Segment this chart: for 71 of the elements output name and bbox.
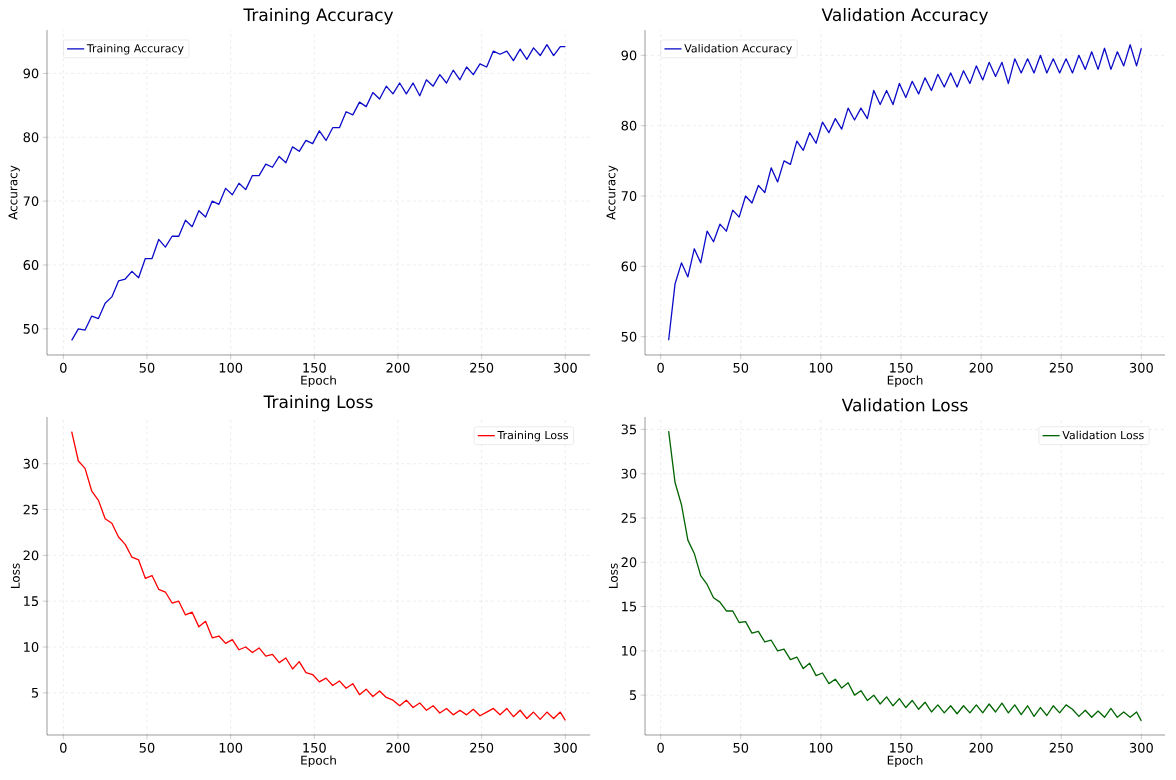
chart-title: Training Loss bbox=[263, 395, 373, 412]
x-axis-title: Epoch bbox=[887, 755, 923, 768]
x-tick-label: 100 bbox=[219, 362, 243, 373]
x-tick-label: 200 bbox=[969, 362, 993, 373]
legend-label: Training Loss bbox=[497, 430, 568, 442]
y-tick-label: 15 bbox=[24, 596, 39, 607]
chart-title: Validation Loss bbox=[841, 398, 968, 412]
y-tick-label: 80 bbox=[621, 120, 637, 131]
y-tick-label: 5 bbox=[31, 688, 39, 698]
x-tick-label: 150 bbox=[890, 362, 913, 373]
x-tick-label: 200 bbox=[386, 362, 410, 373]
y-tick-label: 25 bbox=[23, 504, 39, 515]
y-tick-label: 70 bbox=[23, 196, 39, 207]
y-tick-label: 10 bbox=[24, 642, 39, 652]
chart-title: Training Accuracy bbox=[243, 8, 394, 25]
x-tick-label: 0 bbox=[657, 362, 664, 373]
x-tick-label: 250 bbox=[470, 362, 494, 373]
y-tick-label: 25 bbox=[621, 513, 637, 523]
x-tick-label: 250 bbox=[1049, 362, 1073, 373]
x-axis-title: Epoch bbox=[301, 375, 336, 388]
x-tick-label: 300 bbox=[553, 362, 577, 373]
y-tick-label: 50 bbox=[23, 323, 39, 334]
line-series bbox=[667, 430, 1143, 722]
y-tick-label: 15 bbox=[622, 601, 637, 612]
x-tick-label: 100 bbox=[219, 742, 243, 753]
y-tick-label: 90 bbox=[621, 50, 637, 61]
y-tick-label: 80 bbox=[23, 132, 39, 143]
y-tick-label: 90 bbox=[23, 68, 39, 79]
x-tick-label: 0 bbox=[657, 742, 664, 753]
x-tick-label: 150 bbox=[890, 742, 913, 753]
x-tick-label: 50 bbox=[733, 742, 749, 753]
x-tick-label: 300 bbox=[553, 742, 577, 753]
x-tick-label: 250 bbox=[1049, 742, 1073, 753]
y-tick-label: 10 bbox=[622, 645, 637, 656]
x-tick-label: 0 bbox=[60, 742, 67, 753]
y-axis-title: Loss bbox=[10, 563, 20, 588]
x-tick-label: 200 bbox=[386, 742, 410, 753]
x-tick-label: 150 bbox=[303, 362, 326, 373]
y-axis-title: Loss bbox=[608, 563, 618, 588]
x-tick-label: 100 bbox=[809, 742, 833, 753]
y-tick-label: 30 bbox=[621, 468, 637, 479]
x-tick-label: 250 bbox=[470, 742, 494, 753]
y-tick-label: 20 bbox=[621, 557, 637, 568]
y-tick-label: 20 bbox=[23, 550, 39, 561]
y-tick-label: 5 bbox=[629, 690, 637, 700]
x-axis-title: Epoch bbox=[887, 375, 923, 388]
x-tick-label: 300 bbox=[1129, 742, 1153, 753]
y-tick-label: 50 bbox=[621, 331, 637, 342]
y-axis-title: Accuracy bbox=[8, 165, 20, 220]
y-tick-label: 60 bbox=[23, 260, 39, 270]
x-tick-label: 300 bbox=[1129, 362, 1153, 373]
y-tick-label: 60 bbox=[621, 261, 637, 272]
y-tick-label: 30 bbox=[23, 458, 39, 469]
x-axis-title: Epoch bbox=[301, 755, 336, 768]
x-tick-label: 50 bbox=[139, 362, 155, 373]
x-tick-label: 0 bbox=[60, 362, 67, 373]
x-tick-label: 100 bbox=[809, 362, 833, 373]
legend-label: Training Accuracy bbox=[86, 43, 184, 55]
line-series bbox=[71, 44, 566, 341]
x-tick-label: 50 bbox=[139, 742, 155, 753]
line-series bbox=[71, 431, 566, 721]
x-tick-label: 50 bbox=[733, 362, 749, 373]
x-tick-label: 200 bbox=[969, 742, 993, 753]
x-tick-label: 150 bbox=[303, 742, 326, 753]
y-tick-label: 70 bbox=[621, 191, 637, 201]
legend-label: Validation Accuracy bbox=[684, 43, 792, 55]
y-axis-title: Accuracy bbox=[606, 165, 618, 220]
y-tick-label: 35 bbox=[621, 424, 637, 435]
legend-label: Validation Loss bbox=[1062, 430, 1144, 440]
chart-title: Validation Accuracy bbox=[821, 8, 989, 25]
line-series bbox=[667, 44, 1143, 341]
